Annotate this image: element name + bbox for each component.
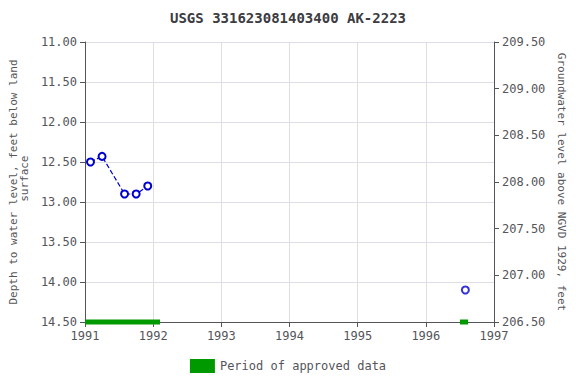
svg-text:11.50: 11.50 [41, 75, 77, 89]
svg-text:208.50: 208.50 [502, 128, 545, 142]
svg-text:206.50: 206.50 [502, 315, 545, 329]
svg-text:13.00: 13.00 [41, 195, 77, 209]
svg-text:Period of approved data: Period of approved data [220, 359, 386, 373]
svg-text:1994: 1994 [275, 329, 304, 343]
svg-text:208.00: 208.00 [502, 175, 545, 189]
svg-text:207.50: 207.50 [502, 222, 545, 236]
svg-text:1996: 1996 [411, 329, 440, 343]
svg-text:Depth to water level, feet bel: Depth to water level, feet below land [7, 59, 20, 305]
svg-text:11.00: 11.00 [41, 35, 77, 49]
svg-text:1993: 1993 [207, 329, 236, 343]
svg-text:Groundwater level above NGVD 1: Groundwater level above NGVD 1929, feet [555, 53, 568, 311]
svg-text:USGS 331623081403400 AK-2223: USGS 331623081403400 AK-2223 [170, 10, 406, 26]
svg-text:surface: surface [18, 156, 31, 209]
svg-text:1991: 1991 [71, 329, 100, 343]
svg-text:14.00: 14.00 [41, 275, 77, 289]
svg-text:13.50: 13.50 [41, 235, 77, 249]
svg-text:1995: 1995 [343, 329, 372, 343]
svg-text:12.00: 12.00 [41, 115, 77, 129]
svg-text:209.00: 209.00 [502, 82, 545, 96]
svg-text:207.00: 207.00 [502, 268, 545, 282]
svg-text:1997: 1997 [480, 329, 509, 343]
svg-text:12.50: 12.50 [41, 155, 77, 169]
svg-text:14.50: 14.50 [41, 315, 77, 329]
svg-text:1992: 1992 [139, 329, 168, 343]
svg-text:209.50: 209.50 [502, 35, 545, 49]
